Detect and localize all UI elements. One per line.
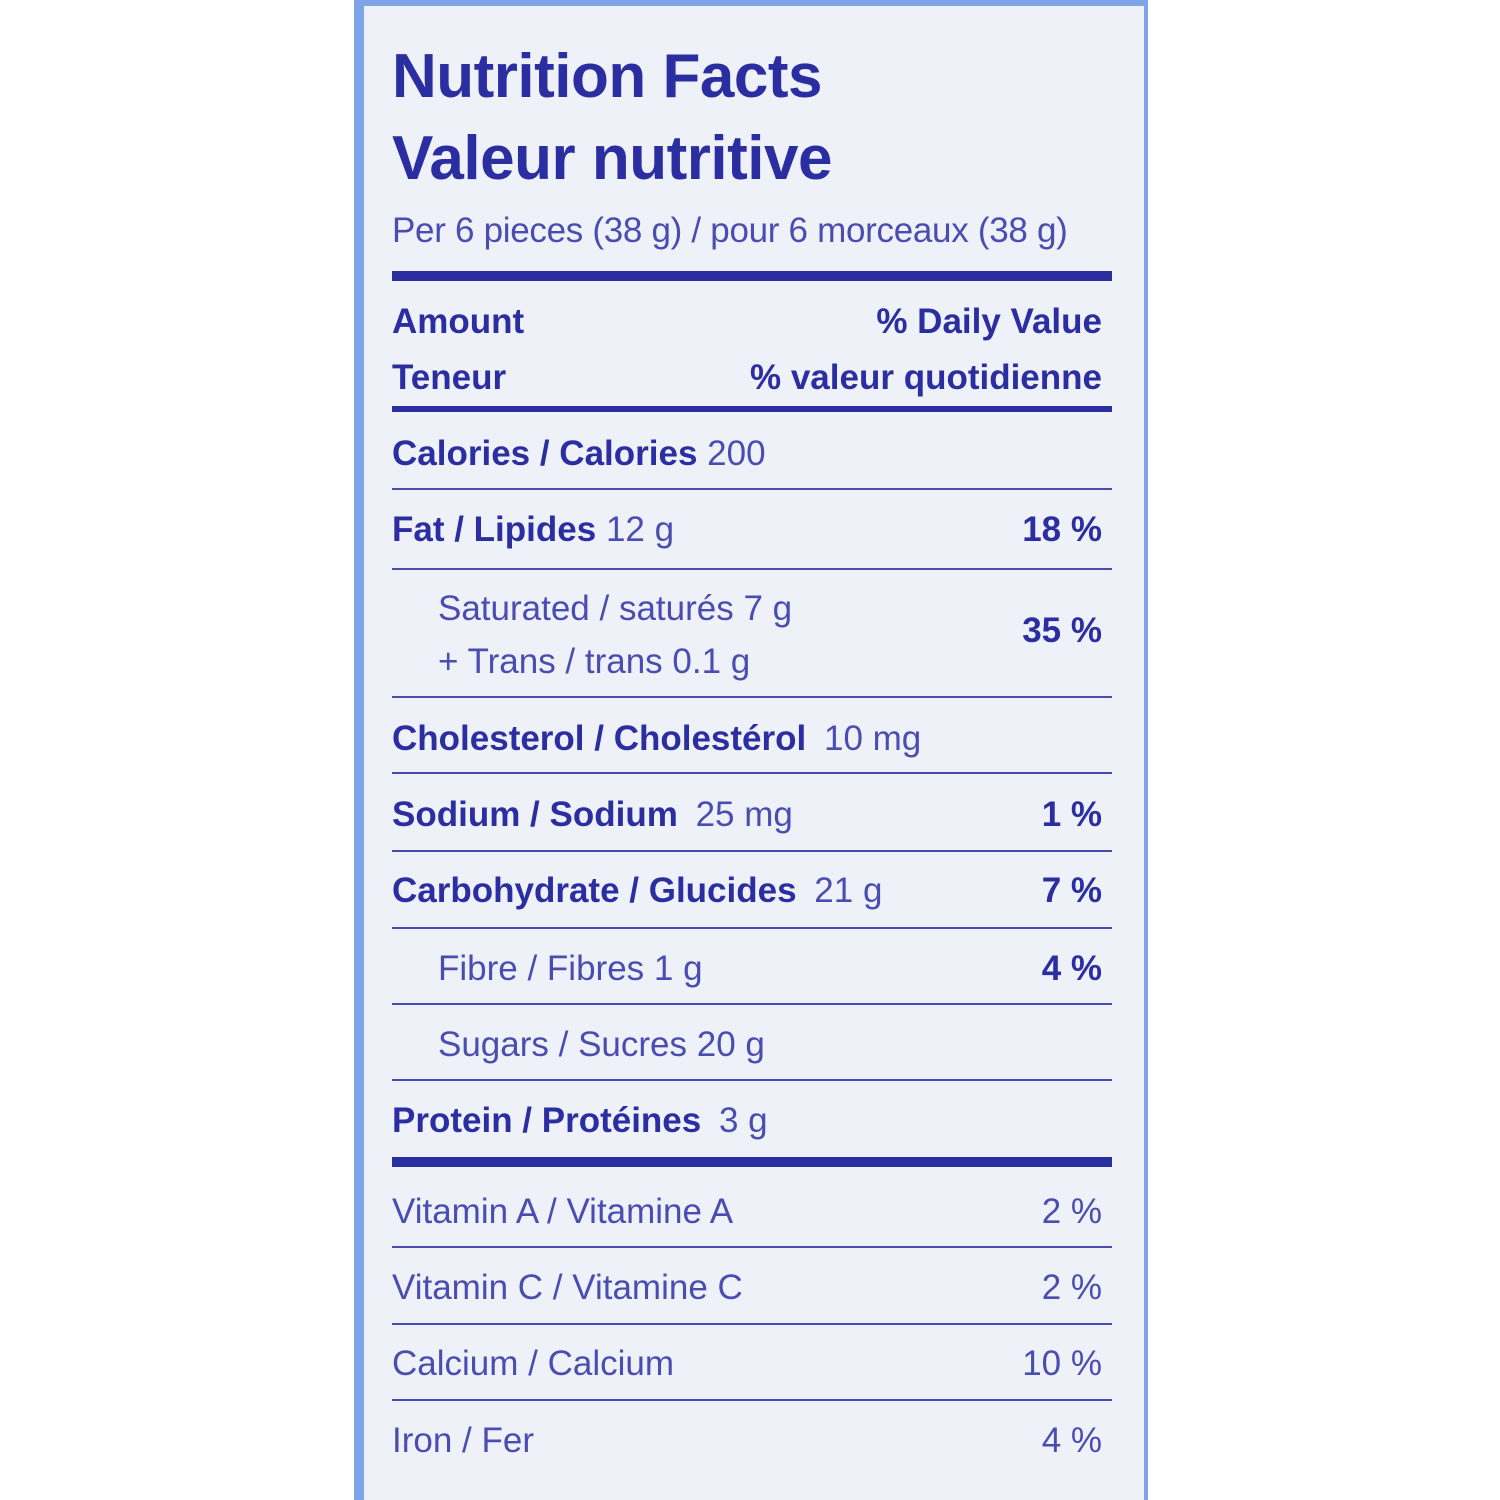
iron-daily-value: 4 % [1041,1421,1102,1460]
calories-label: Calories / Calories [392,434,698,473]
sodium-row: Sodium / Sodium 25 mg [392,797,793,832]
fat-amount: 12 g [605,510,675,549]
calories-amount: 200 [707,434,766,473]
divider [392,850,1112,852]
vitamin-a-daily-value: 2 % [1041,1192,1102,1231]
amount-header-fr: Teneur [392,358,507,397]
fat-daily-value: 18 % [1022,510,1102,549]
amount-header-en: Amount [392,302,525,341]
divider [392,1399,1112,1401]
daily-value-header-fr: % valeur quotidienne [750,358,1102,397]
sodium-amount: 25 mg [695,795,793,834]
carbohydrate-daily-value: 7 % [1041,871,1102,910]
divider [392,1003,1112,1005]
protein-amount: 3 g [718,1101,768,1140]
divider [392,927,1112,929]
sugars-label: Sugars / Sucres 20 g [438,1025,765,1064]
divider [392,488,1112,490]
protein-row: Protein / Protéines 3 g [392,1103,768,1138]
divider [392,1246,1112,1248]
calcium-daily-value: 10 % [1022,1344,1102,1383]
fat-row: Fat / Lipides 12 g [392,512,674,547]
saturated-trans-daily-value: 35 % [1022,611,1102,650]
calories-row: Calories / Calories 200 [392,436,766,471]
divider [392,568,1112,570]
calcium-label: Calcium / Calcium [392,1344,674,1383]
protein-label: Protein / Protéines [392,1101,702,1140]
divider-header [392,406,1112,412]
divider [392,772,1112,774]
cholesterol-label: Cholesterol / Cholestérol [392,719,807,758]
daily-value-header-en: % Daily Value [876,302,1102,341]
vitamin-c-label: Vitamin C / Vitamine C [392,1268,743,1307]
trans-label: + Trans / trans 0.1 g [438,642,751,681]
carbohydrate-amount: 21 g [814,871,883,910]
vitamin-c-daily-value: 2 % [1041,1268,1102,1307]
divider [392,696,1112,698]
iron-label: Iron / Fer [392,1421,534,1460]
sodium-label: Sodium / Sodium [392,795,678,834]
carbohydrate-row: Carbohydrate / Glucides 21 g [392,873,882,908]
fibre-label: Fibre / Fibres 1 g [438,949,703,988]
saturated-label: Saturated / saturés 7 g [438,589,793,628]
fat-label: Fat / Lipides [392,510,597,549]
fibre-daily-value: 4 % [1041,949,1102,988]
title-english: Nutrition Facts [392,42,822,111]
divider [392,1323,1112,1325]
carbohydrate-label: Carbohydrate / Glucides [392,871,797,910]
cholesterol-row: Cholesterol / Cholestérol 10 mg [392,721,921,756]
divider-thick-vitamins [392,1157,1112,1167]
vitamin-a-label: Vitamin A / Vitamine A [392,1192,734,1231]
divider-thick-top [392,271,1112,281]
serving-size: Per 6 pieces (38 g) / pour 6 morceaux (3… [392,211,1068,250]
divider [392,1079,1112,1081]
title-french: Valeur nutritive [392,124,832,193]
sodium-daily-value: 1 % [1041,795,1102,834]
cholesterol-amount: 10 mg [823,719,922,758]
nutrition-label-panel [364,6,1144,1500]
